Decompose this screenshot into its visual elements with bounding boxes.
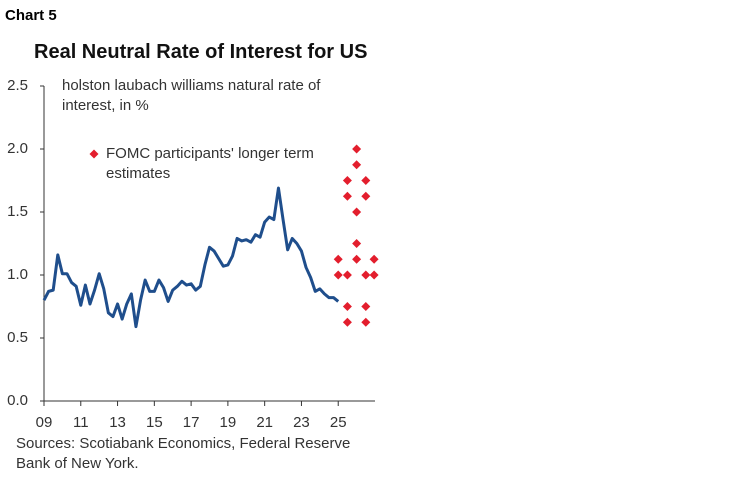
dot [369,270,379,280]
dot [342,302,352,311]
dot [361,317,371,327]
dot [342,317,352,327]
chart-label: Chart 5 [5,7,57,24]
dot [342,270,352,280]
dot [342,191,352,201]
x-tick-label: 21 [256,414,273,431]
y-tick-label: 2.5 [7,77,28,94]
y-tick-label: 1.0 [7,266,28,283]
legend-label: FOMC participants' longer term estimates [106,145,314,182]
dot [352,160,362,170]
dot [361,270,371,280]
chart-title: Real Neutral Rate of Interest for US [34,41,368,63]
dot [352,144,362,154]
dot [333,270,343,280]
y-tick-label: 0.0 [7,392,28,409]
dot [333,254,343,264]
dot [369,254,379,264]
x-tick-label: 19 [220,414,237,431]
x-tick-label: 09 [36,414,53,431]
y-tick-label: 2.0 [7,140,28,157]
dot [361,191,371,201]
dot [352,254,362,264]
legend-marker [89,149,99,159]
series-label: holston laubach williams natural rate of… [62,77,321,114]
dot [352,239,362,248]
x-tick-label: 17 [183,414,200,431]
x-tick-label: 13 [109,414,126,431]
dot [361,176,371,185]
source: Sources: Scotiabank Economics, Federal R… [16,435,351,472]
x-tick-label: 11 [73,414,89,431]
x-tick-label: 23 [293,414,310,431]
y-tick-label: 0.5 [7,329,28,346]
x-tick-label: 15 [146,414,163,431]
y-tick-label: 1.5 [7,203,28,220]
line [42,186,340,329]
dot [342,176,352,185]
x-tick-label: 25 [330,414,347,431]
dot [361,302,371,311]
dot [352,207,362,217]
